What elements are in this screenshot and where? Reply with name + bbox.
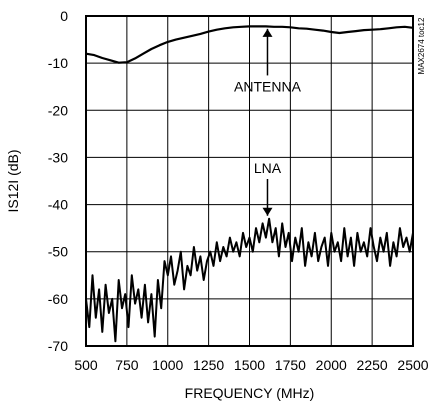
grid — [86, 16, 413, 346]
y-tick-label: -30 — [48, 149, 68, 165]
y-tick-label: 0 — [60, 8, 68, 24]
y-tick-label: -60 — [48, 291, 68, 307]
x-tick-label: 1750 — [275, 357, 306, 373]
y-tick-labels: 0 -10 -20 -30 -40 -50 -60 -70 — [48, 8, 68, 354]
x-tick-label: 2500 — [397, 357, 428, 373]
x-tick-label: 1000 — [152, 357, 183, 373]
y-tick-label: -70 — [48, 338, 68, 354]
plot-frame — [85, 15, 414, 347]
annotations: ANTENNA LNA — [234, 28, 302, 216]
x-tick-label: 2000 — [316, 357, 347, 373]
series-line-lna — [85, 217, 414, 343]
x-tick-label: 750 — [115, 357, 139, 373]
series-line-antenna — [85, 25, 414, 64]
annotation-label: LNA — [254, 160, 282, 176]
y-tick-label: -50 — [48, 244, 68, 260]
y-tick-label: -40 — [48, 197, 68, 213]
side-label: MAX2674 toc12 — [417, 17, 426, 74]
x-tick-labels: 500 750 1000 1250 1500 1750 2000 2250 2500 — [74, 357, 428, 373]
x-tick-label: 1250 — [193, 357, 224, 373]
annotation-arrowhead — [262, 28, 273, 37]
y-tick-label: -20 — [48, 102, 68, 118]
annotation-arrowhead — [262, 207, 273, 216]
x-tick-label: 2250 — [357, 357, 388, 373]
annotation-label: ANTENNA — [234, 78, 302, 94]
x-tick-label: 1500 — [234, 357, 265, 373]
y-axis-title: IS12I (dB) — [5, 149, 21, 212]
x-axis-title: FREQUENCY (MHz) — [185, 385, 315, 401]
y-tick-label: -10 — [48, 55, 68, 71]
x-tick-label: 500 — [74, 357, 98, 373]
